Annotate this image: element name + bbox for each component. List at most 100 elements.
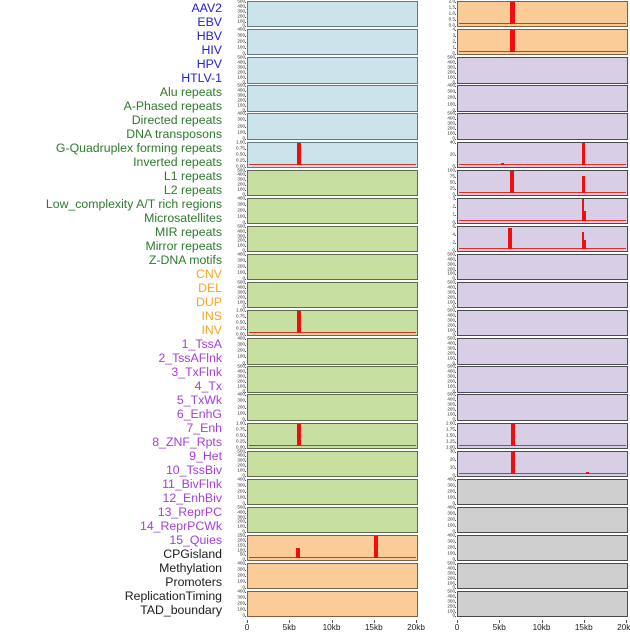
- x-tick-label: 0: [454, 623, 460, 633]
- data-spike: [582, 211, 586, 222]
- y-tick-mark: [244, 26, 246, 28]
- y-tick-mark: [244, 77, 246, 79]
- y-tick-mark: [244, 54, 246, 56]
- y-tick-mark: [244, 251, 246, 253]
- y-axis-right-7: 3 2 1 0: [432, 196, 456, 224]
- y-tick-label: 0: [452, 417, 455, 422]
- y-tick-mark: [454, 279, 456, 281]
- y-tick-mark: [454, 583, 456, 585]
- row-label-promoters: Promoters: [165, 575, 222, 590]
- y-tick-label: 0.25: [236, 326, 245, 332]
- x-tick-mark: [499, 620, 501, 624]
- y-tick-mark: [244, 226, 246, 228]
- y-tick-mark: [454, 330, 456, 332]
- y-tick-mark: [244, 598, 246, 600]
- y-tick-label: 300: [237, 458, 245, 464]
- y-tick-mark: [454, 588, 456, 590]
- y-tick-label: 500: [447, 307, 455, 313]
- row-label-hpv: HPV: [196, 56, 222, 71]
- y-tick-label: 400: [447, 82, 455, 88]
- y-tick-mark: [454, 395, 456, 397]
- y-tick-label: 1.50: [446, 432, 455, 438]
- y-tick-mark: [454, 226, 456, 228]
- y-tick-label: 300: [237, 117, 245, 123]
- plot-area: [457, 310, 628, 337]
- row-label-ins: INS: [201, 308, 223, 323]
- y-tick-mark: [454, 297, 456, 299]
- y-tick-mark: [454, 381, 456, 383]
- y-tick-label: 0: [242, 52, 245, 57]
- y-tick-label: 200: [237, 263, 245, 269]
- y-tick-mark: [454, 479, 456, 481]
- y-tick-label: 400: [237, 59, 245, 65]
- y-tick-label: 0: [452, 501, 455, 507]
- x-tick-mark: [247, 620, 248, 624]
- y-tick-mark: [454, 206, 456, 208]
- row-label-directed-repeats: Directed repeats: [131, 112, 222, 127]
- y-tick-label: 300: [447, 401, 455, 407]
- y-tick-mark: [454, 548, 456, 550]
- y-tick-label: 300: [237, 482, 245, 488]
- plot-area: [247, 450, 418, 477]
- y-tick-mark: [244, 441, 246, 443]
- x-axis-left: 0 5kb 10kb 15kb 20kb: [222, 620, 425, 636]
- plot-area: [457, 169, 628, 196]
- y-tick-mark: [454, 166, 456, 168]
- y-tick-label: 300: [237, 341, 245, 347]
- y-tick-mark: [454, 410, 456, 412]
- y-tick-mark: [454, 119, 456, 121]
- y-tick-label: 100: [447, 494, 455, 500]
- track-panel-right-8: 6 4 2 0: [432, 224, 628, 253]
- y-tick-label: 400: [237, 172, 245, 178]
- y-tick-mark: [454, 429, 456, 431]
- plot-area: [457, 450, 628, 477]
- y-tick-mark: [244, 30, 246, 32]
- y-tick-mark: [454, 234, 456, 236]
- y-tick-label: 0: [242, 614, 245, 619]
- y-tick-label: 0: [452, 557, 455, 563]
- y-tick-mark: [244, 576, 246, 578]
- y-tick-mark: [454, 348, 456, 350]
- y-tick-mark: [454, 541, 456, 543]
- plot-area: [247, 366, 418, 393]
- plot-area: [247, 169, 418, 196]
- y-tick-label: 400: [447, 59, 455, 65]
- y-tick-label: 200: [237, 181, 245, 187]
- y-tick-mark: [244, 466, 246, 468]
- y-tick-mark: [244, 435, 246, 437]
- y-tick-mark: [454, 283, 456, 284]
- y-tick-label: 0: [452, 52, 455, 57]
- y-tick-label: 0: [242, 585, 245, 591]
- y-tick-label: 2.0: [448, 0, 455, 4]
- plot-area: [247, 310, 418, 337]
- row-label-13-reprpc: 13_ReprPC: [157, 505, 222, 520]
- y-tick-mark: [454, 451, 456, 453]
- y-tick-mark: [454, 8, 456, 10]
- row-label-alu-repeats: Alu repeats: [159, 84, 222, 99]
- y-tick-label: 400: [237, 284, 245, 290]
- y-tick-label: 200: [237, 97, 245, 103]
- y-tick-mark: [244, 616, 246, 618]
- y-tick-label: 200: [447, 294, 455, 300]
- y-tick-label: 100: [237, 354, 245, 360]
- y-tick-mark: [244, 311, 246, 313]
- y-tick-label: 0: [242, 417, 245, 422]
- y-tick-mark: [244, 198, 246, 200]
- plot-area: [247, 57, 418, 84]
- y-tick-mark: [454, 564, 456, 565]
- y-tick-mark: [244, 2, 246, 3]
- plot-area: [457, 57, 628, 84]
- y-tick-mark: [454, 264, 456, 266]
- y-tick-mark: [454, 63, 456, 65]
- y-tick-mark: [244, 166, 246, 168]
- y-tick-label: 300: [237, 8, 245, 14]
- data-spike: [511, 451, 516, 474]
